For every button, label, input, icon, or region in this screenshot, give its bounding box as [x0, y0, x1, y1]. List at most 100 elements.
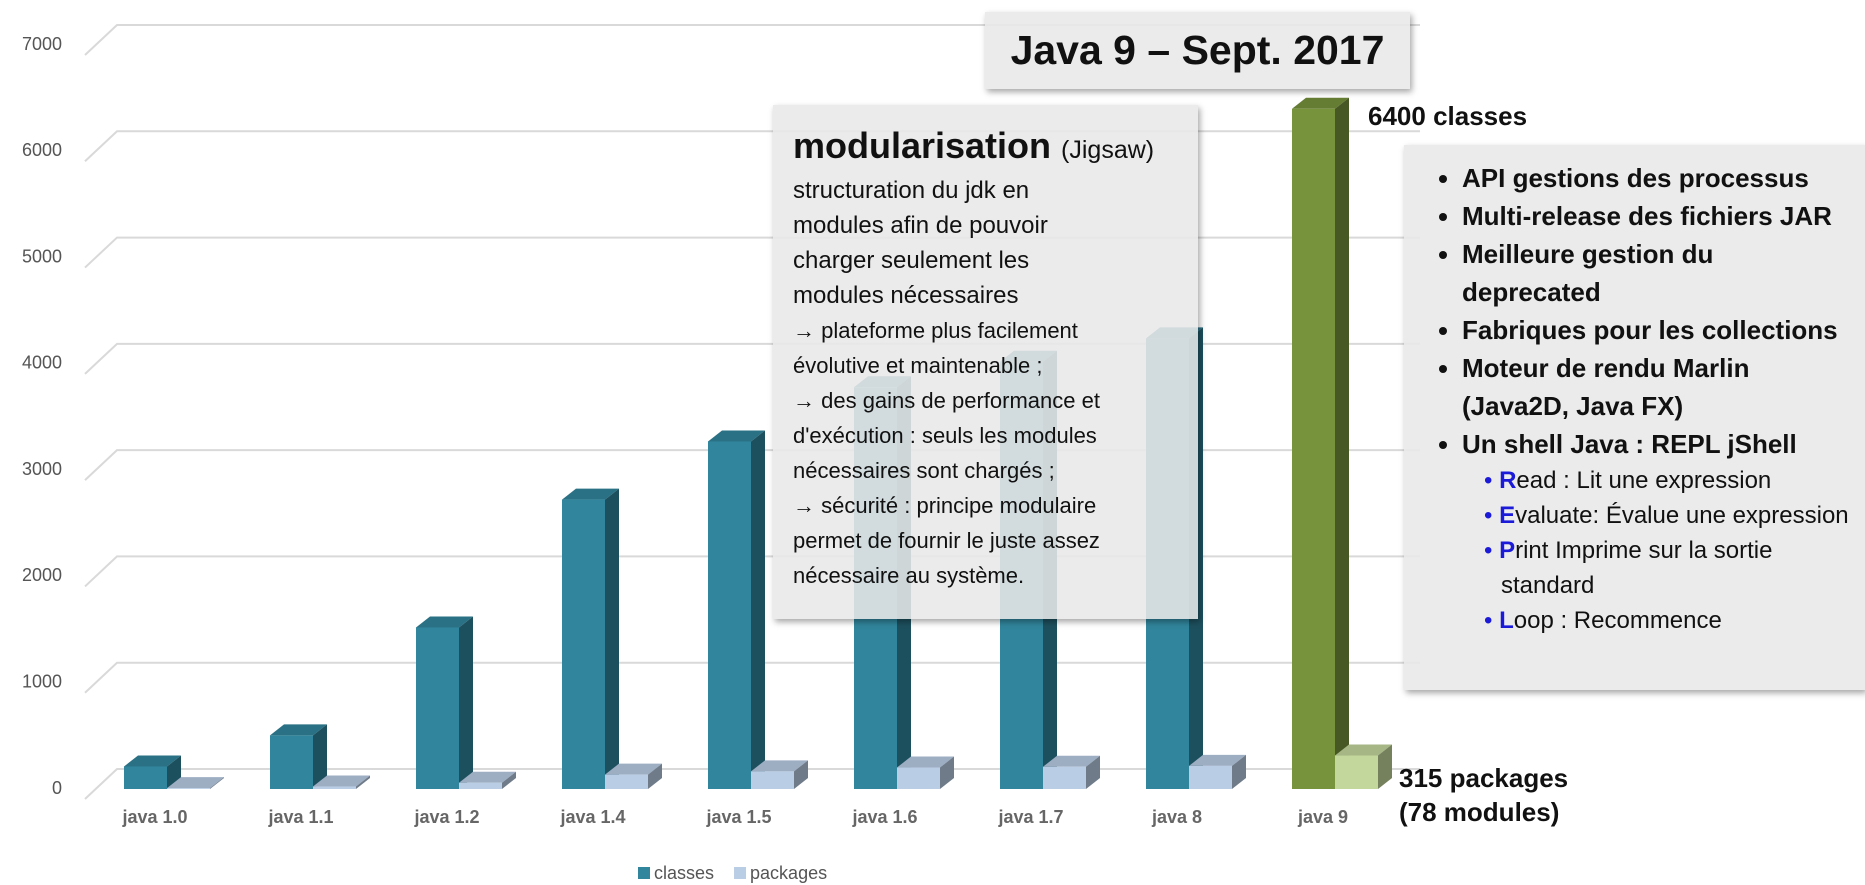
- bar-top: [897, 756, 954, 768]
- y-tick-label: 4000: [22, 353, 62, 373]
- bar-side: [356, 775, 370, 789]
- bar-top: [270, 724, 327, 736]
- y-tick-label: 0: [52, 778, 62, 798]
- bar: [1189, 765, 1232, 789]
- grid-line: [84, 342, 1420, 375]
- bar-top: [416, 616, 473, 628]
- grid-line: [84, 130, 1420, 163]
- y-tick-label: 6000: [22, 140, 62, 160]
- mod-heading: modularisation: [793, 125, 1052, 166]
- x-tick-label: java 9: [1297, 807, 1348, 827]
- bullet: •: [1484, 607, 1500, 634]
- repl-letter: R: [1499, 467, 1517, 494]
- repl-letter: L: [1499, 607, 1514, 634]
- mod-line: modules nécessaires: [793, 282, 1019, 309]
- feature-item: Multi-release des fichiers JAR: [1462, 197, 1855, 235]
- repl-item: • Print Imprime sur la sortie standard: [1484, 533, 1855, 603]
- repl-list: • Read : Lit une expression • Evaluate: É…: [1462, 463, 1855, 638]
- repl-item: • Evaluate: Évalue une expression: [1484, 498, 1855, 533]
- bar-top: [1043, 755, 1100, 767]
- bar: [124, 766, 167, 789]
- bar-top: [1335, 744, 1392, 756]
- bar: [416, 627, 459, 789]
- packages-annotation: (78 modules): [1399, 797, 1560, 827]
- title-box: Java 9 – Sept. 2017: [985, 12, 1410, 89]
- grid-line: [84, 661, 1420, 694]
- mod-line: d'exécution : seuls les modules: [793, 423, 1097, 448]
- x-tick-label: java 8: [1151, 807, 1202, 827]
- bar-top: [313, 775, 370, 787]
- chart-title: Java 9 – Sept. 2017: [1010, 27, 1385, 73]
- bar: [1043, 766, 1086, 789]
- mod-line: nécessaires sont chargés ;: [793, 458, 1055, 483]
- bar-top: [708, 430, 765, 442]
- feature-item: Un shell Java : REPL jShell: [1462, 425, 1855, 463]
- legend-label: classes: [654, 863, 714, 883]
- bar: [167, 788, 210, 789]
- legend-swatch: [734, 867, 747, 879]
- bullet: •: [1484, 537, 1500, 564]
- repl-text: valuate: Évalue une expression: [1515, 502, 1849, 529]
- repl-item: • Read : Lit une expression: [1484, 463, 1855, 498]
- mod-points: → plateforme plus facilement évolutive et…: [793, 313, 1178, 593]
- bar-side: [794, 760, 808, 789]
- grid-line: [84, 236, 1420, 269]
- bar-top: [459, 771, 516, 783]
- repl-letter: E: [1499, 502, 1516, 529]
- bar-side: [940, 756, 954, 789]
- repl-letter: P: [1499, 537, 1516, 564]
- bar-side: [1378, 744, 1392, 789]
- y-tick-label: 2000: [22, 565, 62, 585]
- bar: [313, 786, 356, 789]
- repl-text: rint Imprime sur la sortie standard: [1501, 537, 1773, 599]
- packages-annotation: 315 packages: [1399, 763, 1569, 793]
- bar-top: [124, 755, 181, 767]
- x-tick-label: java 1.1: [267, 807, 333, 827]
- repl-item: • Loop : Recommence: [1484, 603, 1855, 638]
- mod-line: structuration du jdk en: [793, 177, 1030, 204]
- bar: [1335, 755, 1378, 789]
- bar: [751, 771, 794, 789]
- mod-intro: structuration du jdk en modules afin de p…: [793, 173, 1178, 313]
- bar-top: [605, 763, 662, 775]
- mod-line: permet de fournir le juste assez: [793, 528, 1100, 553]
- mod-line: modules afin de pouvoir: [793, 212, 1048, 239]
- x-tick-label: java 1.2: [413, 807, 479, 827]
- bar-side: [1335, 97, 1349, 790]
- bar: [708, 441, 751, 789]
- mod-note: (Jigsaw): [1061, 136, 1155, 164]
- x-tick-label: java 1.5: [705, 807, 771, 827]
- mod-line: → plateforme plus facilement: [793, 318, 1078, 343]
- bar: [605, 774, 648, 789]
- legend-label: packages: [750, 863, 827, 883]
- features-box: API gestions des processusMulti-release …: [1404, 145, 1865, 690]
- feature-list: API gestions des processusMulti-release …: [1422, 159, 1855, 638]
- x-tick-label: java 1.4: [559, 807, 625, 827]
- y-tick-label: 5000: [22, 246, 62, 266]
- repl-text: oop : Recommence: [1513, 607, 1722, 634]
- bar-side: [751, 430, 765, 789]
- bar-side: [313, 724, 327, 789]
- repl-text: ead : Lit une expression: [1516, 467, 1772, 494]
- mod-line: nécessaire au système.: [793, 563, 1025, 588]
- grid-line: [84, 768, 1420, 800]
- mod-line: → des gains de performance et: [793, 388, 1100, 413]
- mod-line: évolutive et maintenable ;: [793, 353, 1043, 378]
- feature-item: Moteur de rendu Marlin (Java2D, Java FX): [1462, 349, 1855, 425]
- bar-side: [648, 763, 662, 789]
- y-tick-label: 3000: [22, 459, 62, 479]
- bar: [459, 782, 502, 789]
- x-tick-label: java 1.6: [851, 807, 917, 827]
- y-tick-label: 7000: [22, 34, 62, 54]
- bar-side: [502, 771, 516, 789]
- feature-item: API gestions des processus: [1462, 159, 1855, 197]
- bar-side: [210, 777, 224, 789]
- bar: [897, 767, 940, 789]
- bar-top: [167, 777, 224, 789]
- bullet: •: [1484, 467, 1500, 494]
- feature-item: Fabriques pour les collections: [1462, 311, 1855, 349]
- bar-top: [1292, 97, 1349, 109]
- bar: [270, 735, 313, 789]
- bar-side: [459, 616, 473, 789]
